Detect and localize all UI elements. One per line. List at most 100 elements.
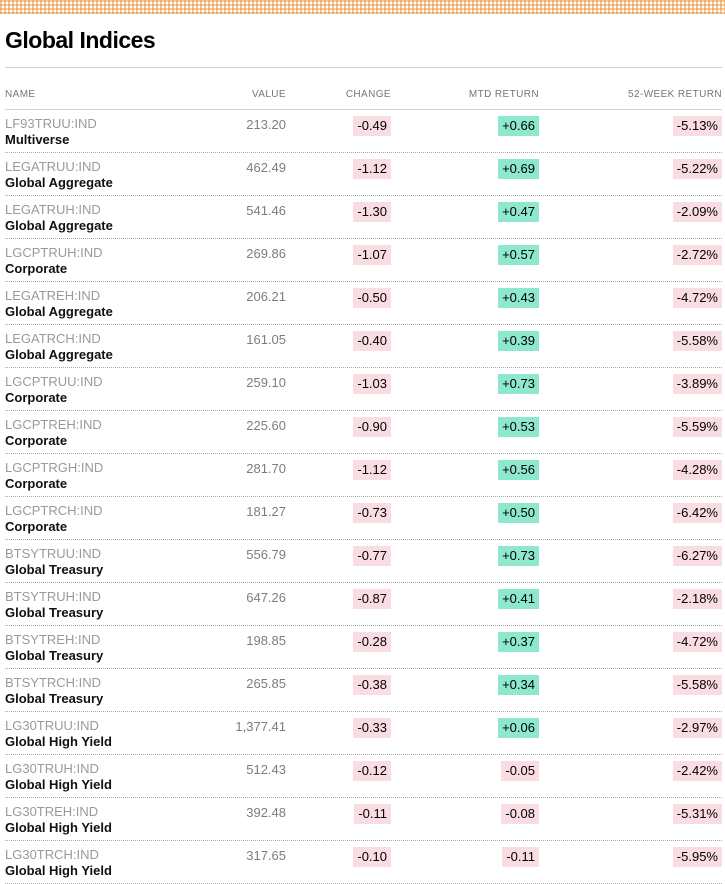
global-indices-section: Global Indices NAME VALUE CHANGE MTD RET… — [0, 27, 725, 884]
52-week-return-badge: -5.31% — [672, 804, 722, 824]
index-name: Corporate — [5, 476, 68, 491]
value-cell: 213.20 — [191, 116, 286, 134]
mtd-return-cell: +0.73 — [391, 374, 539, 394]
mtd-return-badge: -0.08 — [501, 804, 539, 824]
index-name-cell: LG30TRCH:IND Global High Yield — [5, 847, 191, 879]
value-cell: 462.49 — [191, 159, 286, 177]
page-title: Global Indices — [5, 27, 156, 53]
mtd-return-cell: +0.43 — [391, 288, 539, 308]
mtd-return-cell: +0.06 — [391, 718, 539, 738]
table-row[interactable]: LGCPTRCH:IND Corporate 181.27 -0.73 +0.5… — [5, 497, 722, 540]
change-cell: -0.90 — [286, 417, 391, 437]
mtd-return-cell: +0.69 — [391, 159, 539, 179]
52-week-return-badge: -5.59% — [672, 417, 722, 437]
index-name-cell: LG30TRUU:IND Global High Yield — [5, 718, 191, 750]
table-row[interactable]: LF93TRUU:IND Multiverse 213.20 -0.49 +0.… — [5, 110, 722, 153]
52-week-return-cell: -5.95% — [539, 847, 722, 867]
index-ticker: LEGATRCH:IND — [5, 331, 101, 346]
index-ticker: LGCPTREH:IND — [5, 417, 102, 432]
change-cell: -1.03 — [286, 374, 391, 394]
table-row[interactable]: LG30TRUH:IND Global High Yield 512.43 -0… — [5, 755, 722, 798]
change-cell: -0.28 — [286, 632, 391, 652]
value-cell: 225.60 — [191, 417, 286, 435]
change-cell: -0.87 — [286, 589, 391, 609]
table-row[interactable]: BTSYTRCH:IND Global Treasury 265.85 -0.3… — [5, 669, 722, 712]
change-cell: -0.38 — [286, 675, 391, 695]
table-row[interactable]: LEGATREH:IND Global Aggregate 206.21 -0.… — [5, 282, 722, 325]
value-cell: 1,377.41 — [191, 718, 286, 736]
index-value: 269.86 — [246, 246, 286, 261]
52-week-return-badge: -3.89% — [672, 374, 722, 394]
index-value: 225.60 — [246, 418, 286, 433]
mtd-return-badge: +0.47 — [498, 202, 539, 222]
change-badge: -1.30 — [353, 202, 391, 222]
mtd-return-badge: +0.39 — [498, 331, 539, 351]
value-cell: 181.27 — [191, 503, 286, 521]
mtd-return-cell: +0.47 — [391, 202, 539, 222]
index-name: Global Treasury — [5, 605, 104, 620]
index-name: Global High Yield — [5, 863, 112, 878]
index-ticker: LG30TRUU:IND — [5, 718, 99, 733]
change-cell: -0.12 — [286, 761, 391, 781]
index-ticker: LG30TREH:IND — [5, 804, 99, 819]
52-week-return-cell: -5.13% — [539, 116, 722, 136]
change-cell: -0.50 — [286, 288, 391, 308]
mtd-return-badge: +0.73 — [498, 546, 539, 566]
mtd-return-badge: +0.50 — [498, 503, 539, 523]
mtd-return-badge: +0.53 — [498, 417, 539, 437]
index-value: 181.27 — [246, 504, 286, 519]
value-cell: 206.21 — [191, 288, 286, 306]
52-week-return-cell: -5.58% — [539, 331, 722, 351]
mtd-return-cell: -0.05 — [391, 761, 539, 781]
index-name: Global Treasury — [5, 648, 104, 663]
index-name: Global Aggregate — [5, 304, 113, 319]
52-week-return-badge: -5.13% — [672, 116, 722, 136]
change-badge: -1.07 — [353, 245, 391, 265]
change-badge: -0.50 — [353, 288, 391, 308]
change-cell: -0.49 — [286, 116, 391, 136]
value-cell: 392.48 — [191, 804, 286, 822]
table-row[interactable]: LG30TRUU:IND Global High Yield 1,377.41 … — [5, 712, 722, 755]
52-week-return-cell: -5.22% — [539, 159, 722, 179]
index-name: Global Treasury — [5, 562, 104, 577]
index-name-cell: LEGATRUH:IND Global Aggregate — [5, 202, 191, 234]
value-cell: 647.26 — [191, 589, 286, 607]
index-name-cell: LG30TREH:IND Global High Yield — [5, 804, 191, 836]
mtd-return-badge: +0.43 — [498, 288, 539, 308]
mtd-return-cell: +0.56 — [391, 460, 539, 480]
table-row[interactable]: LGCPTRUH:IND Corporate 269.86 -1.07 +0.5… — [5, 239, 722, 282]
index-name-cell: LGCPTRUU:IND Corporate — [5, 374, 191, 406]
table-row[interactable]: BTSYTRUH:IND Global Treasury 647.26 -0.8… — [5, 583, 722, 626]
table-row[interactable]: LEGATRUH:IND Global Aggregate 541.46 -1.… — [5, 196, 722, 239]
table-row[interactable]: BTSYTREH:IND Global Treasury 198.85 -0.2… — [5, 626, 722, 669]
table-row[interactable]: LG30TREH:IND Global High Yield 392.48 -0… — [5, 798, 722, 841]
table-row[interactable]: LG30TRCH:IND Global High Yield 317.65 -0… — [5, 841, 722, 884]
index-name-cell: BTSYTRUU:IND Global Treasury — [5, 546, 191, 578]
mtd-return-cell: +0.50 — [391, 503, 539, 523]
table-row[interactable]: LGCPTREH:IND Corporate 225.60 -0.90 +0.5… — [5, 411, 722, 454]
table-row[interactable]: LEGATRUU:IND Global Aggregate 462.49 -1.… — [5, 153, 722, 196]
mtd-return-badge: +0.57 — [498, 245, 539, 265]
52-week-return-cell: -5.31% — [539, 804, 722, 824]
mtd-return-cell: -0.08 — [391, 804, 539, 824]
index-name-cell: BTSYTRCH:IND Global Treasury — [5, 675, 191, 707]
index-name-cell: LEGATRCH:IND Global Aggregate — [5, 331, 191, 363]
change-cell: -0.10 — [286, 847, 391, 867]
table-row[interactable]: BTSYTRUU:IND Global Treasury 556.79 -0.7… — [5, 540, 722, 583]
table-row[interactable]: LGCPTRGH:IND Corporate 281.70 -1.12 +0.5… — [5, 454, 722, 497]
change-badge: -0.38 — [353, 675, 391, 695]
table-row[interactable]: LGCPTRUU:IND Corporate 259.10 -1.03 +0.7… — [5, 368, 722, 411]
mtd-return-badge: +0.41 — [498, 589, 539, 609]
change-badge: -0.33 — [353, 718, 391, 738]
change-badge: -0.87 — [353, 589, 391, 609]
value-cell: 161.05 — [191, 331, 286, 349]
index-name: Corporate — [5, 261, 68, 276]
value-cell: 281.70 — [191, 460, 286, 478]
table-row[interactable]: LEGATRCH:IND Global Aggregate 161.05 -0.… — [5, 325, 722, 368]
change-badge: -0.77 — [353, 546, 391, 566]
index-ticker: LG30TRCH:IND — [5, 847, 99, 862]
change-badge: -0.90 — [353, 417, 391, 437]
change-cell: -1.12 — [286, 159, 391, 179]
52-week-return-badge: -2.97% — [672, 718, 722, 738]
52-week-return-cell: -2.42% — [539, 761, 722, 781]
